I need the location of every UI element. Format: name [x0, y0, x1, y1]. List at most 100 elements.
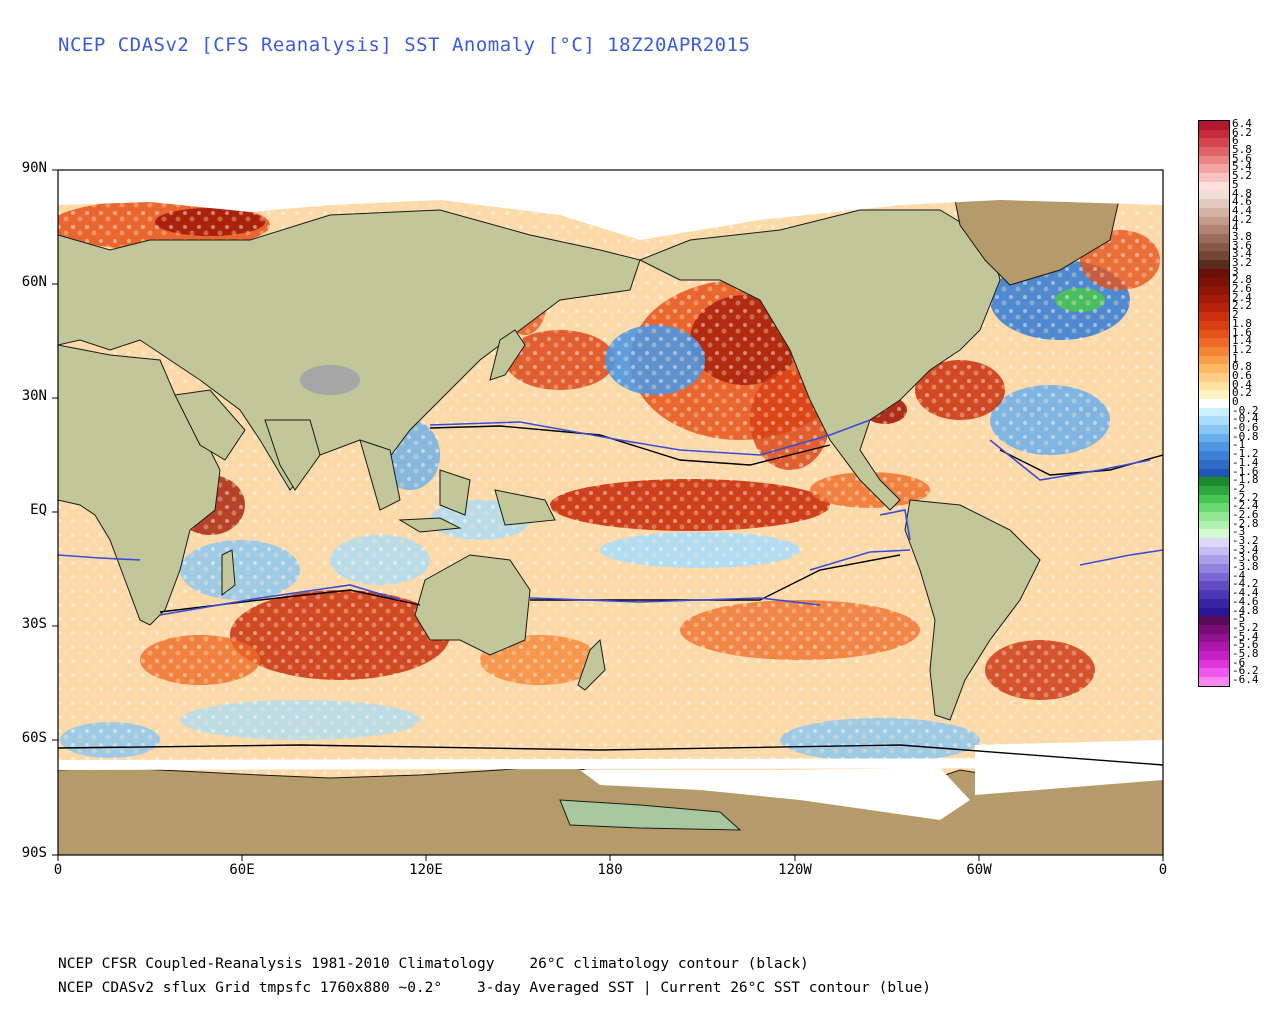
- colorbar-cell: [1199, 372, 1229, 382]
- colorbar-tick-label: 6: [1232, 134, 1239, 148]
- colorbar-tick-label: -2.4: [1232, 499, 1259, 513]
- colorbar-cell: [1199, 607, 1229, 617]
- colorbar-tick-label: -3.4: [1232, 542, 1259, 556]
- colorbar-cell: [1199, 407, 1229, 417]
- colorbar-cell: [1199, 320, 1229, 330]
- colorbar-cell: [1199, 598, 1229, 608]
- colorbar-tick-label: 3: [1232, 264, 1239, 278]
- colorbar-cell: [1199, 147, 1229, 156]
- colorbar-tick-label: 1.2: [1232, 342, 1252, 356]
- colorbar-tick-label: -0.2: [1232, 403, 1259, 417]
- footer-line-2: NCEP CDASv2 sflux Grid tmpsfc 1760x880 ~…: [58, 980, 931, 996]
- colorbar-tick-label: 2.4: [1232, 290, 1252, 304]
- colorbar-cell: [1199, 503, 1229, 512]
- colorbar-tick-label: 3.2: [1232, 256, 1252, 269]
- colorbar-cell: [1199, 173, 1229, 182]
- colorbar-tick-label: -0.4: [1232, 412, 1259, 426]
- colorbar-tick-label: -5.6: [1232, 638, 1259, 652]
- colorbar-tick-label: 6.2: [1232, 125, 1252, 139]
- colorbar-cell: [1199, 294, 1229, 304]
- colorbar-cell: [1199, 233, 1229, 243]
- colorbar-tick-label: -0.6: [1232, 421, 1259, 435]
- colorbar-tick-label: -2.2: [1232, 490, 1259, 504]
- y-tick-label: 30N: [21, 388, 47, 404]
- colorbar-tick-label: -4.8: [1232, 603, 1259, 617]
- sea-ice: [58, 170, 1163, 820]
- colorbar-tick-label: 5: [1232, 177, 1239, 191]
- climatology-source: NCEP CFSR Coupled-Reanalysis 1981-2010 C…: [58, 956, 495, 972]
- colorbar-tick-label: 0: [1232, 395, 1239, 408]
- y-tick-label: EQ: [30, 502, 47, 518]
- y-tick-label: 90N: [21, 160, 47, 176]
- y-tick-label: 60N: [21, 274, 47, 290]
- colorbar-cell: [1199, 260, 1229, 269]
- colorbar-tick-label: -3: [1232, 525, 1246, 539]
- current-contour-26c: [58, 419, 1163, 616]
- colorbar-tick-label: -5.8: [1232, 646, 1259, 660]
- colorbar-tick-label: -2: [1232, 481, 1246, 495]
- colorbar-cell: [1199, 277, 1229, 287]
- colorbar-cell: [1199, 555, 1229, 565]
- colorbar-tick-label: 3.6: [1232, 238, 1252, 252]
- y-tick-label: 90S: [21, 845, 47, 861]
- colorbar-cell: [1199, 138, 1229, 148]
- colorbar-cell: [1199, 590, 1229, 599]
- colorbar-tick-label: 5.2: [1232, 169, 1252, 183]
- x-tick-label: 0: [53, 862, 63, 878]
- colorbar-cell: [1199, 190, 1229, 200]
- colorbar-tick-label: -4: [1232, 568, 1246, 582]
- current-contour-note: 3-day Averaged SST | Current 26°C SST co…: [477, 980, 931, 996]
- colorbar-tick-label: 3.8: [1232, 229, 1252, 243]
- colorbar-cell: [1199, 546, 1229, 556]
- colorbar-cell: [1199, 268, 1229, 278]
- colorbar-tick-label: -3.6: [1232, 551, 1259, 565]
- colorbar-cell: [1199, 129, 1229, 139]
- x-tick-label: 60E: [229, 862, 255, 878]
- colorbar-cell: [1199, 616, 1229, 625]
- colorbar-cell: [1199, 346, 1229, 356]
- climatology-contour-note: 26°C climatology contour (black): [529, 956, 809, 972]
- colorbar-cell: [1199, 633, 1229, 643]
- colorbar-cell: [1199, 121, 1229, 130]
- colorbar-cell: [1199, 225, 1229, 234]
- axis-tick-marks: [52, 169, 1164, 861]
- colorbar-cell: [1199, 312, 1229, 321]
- colorbar-tick-label: 1: [1232, 351, 1239, 365]
- colorbar-tick-label: -4.6: [1232, 594, 1259, 608]
- land-masses: [58, 184, 1163, 855]
- colorbar-cell: [1199, 155, 1229, 165]
- colorbar-tick-label: -4.4: [1232, 586, 1259, 600]
- colorbar-cell: [1199, 338, 1229, 347]
- colorbar-tick-label: -5: [1232, 612, 1246, 626]
- colorbar-cell: [1199, 529, 1229, 538]
- colorbar-cell: [1199, 477, 1229, 486]
- colorbar-cell: [1199, 511, 1229, 521]
- colorbar-tick-label: -0.8: [1232, 429, 1259, 443]
- colorbar-tick-label: 1.8: [1232, 316, 1252, 330]
- colorbar-tick-label: -6.2: [1232, 664, 1259, 678]
- colorbar-tick-label: 3.4: [1232, 247, 1252, 261]
- x-tick-label: 120E: [409, 862, 443, 878]
- footer-line-1: NCEP CFSR Coupled-Reanalysis 1981-2010 C…: [58, 956, 809, 972]
- colorbar-tick-label: 0.6: [1232, 368, 1252, 382]
- x-tick-label: 0: [1158, 862, 1168, 878]
- colorbar-cell: [1199, 677, 1229, 686]
- colorbar-cell: [1199, 451, 1229, 460]
- map-title: NCEP CDASv2 [CFS Reanalysis] SST Anomaly…: [58, 34, 751, 56]
- colorbar-tick-label: 4.6: [1232, 195, 1252, 209]
- colorbar-tick-label: 0.4: [1232, 377, 1252, 391]
- x-tick-label: 180: [597, 862, 623, 878]
- colorbar-cell: [1199, 364, 1229, 373]
- colorbar-cell: [1199, 485, 1229, 495]
- colorbar-labels: 6.4 6.2 6 5.8 5.6 5.4 5.2 5 4.8 4.6 4.4 4.2 4 3.8 3.6 3…: [1232, 117, 1259, 685]
- colorbar-cell: [1199, 642, 1229, 651]
- y-tick-label: 60S: [21, 730, 47, 746]
- tibet-plateau: [300, 365, 360, 395]
- colorbar-cell: [1199, 164, 1229, 174]
- colorbar-tick-label: -3.2: [1232, 534, 1259, 547]
- colorbar-tick-label: -1: [1232, 438, 1246, 452]
- colorbar-cell: [1199, 251, 1229, 260]
- colorbar-tick-label: 6.4: [1232, 117, 1252, 130]
- colorbar-cell: [1199, 355, 1229, 365]
